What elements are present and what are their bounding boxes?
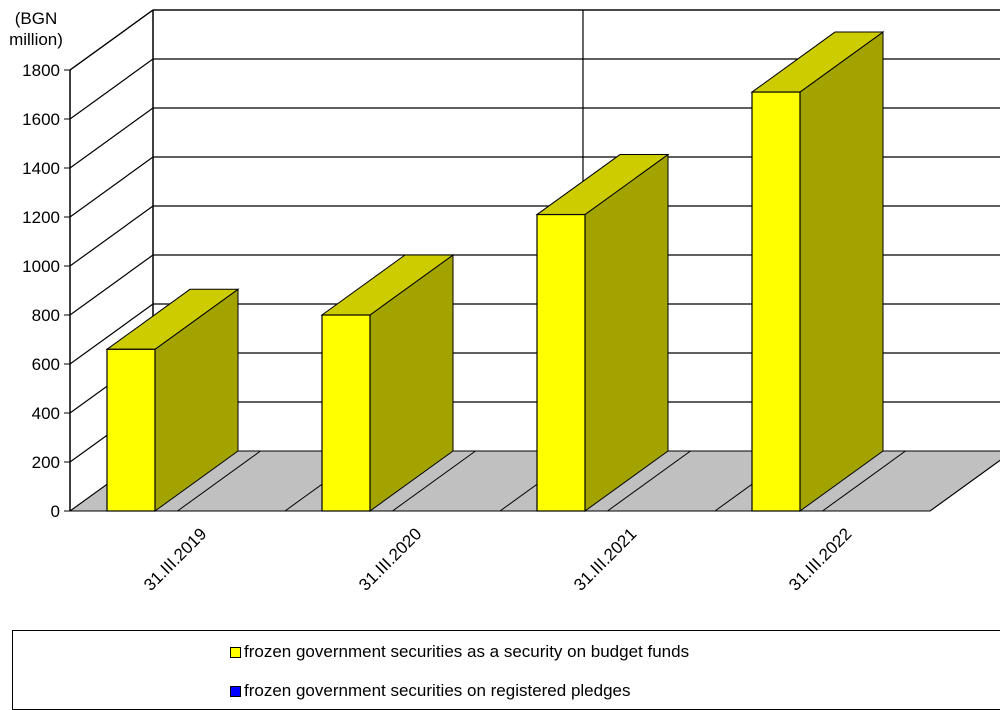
bar-front bbox=[751, 91, 801, 512]
bar-front bbox=[536, 213, 586, 512]
x-tick-label: 31.III.2022 bbox=[785, 524, 855, 594]
legend-swatch-yellow bbox=[230, 646, 241, 658]
bar-front bbox=[321, 314, 371, 512]
gridline-side bbox=[69, 303, 154, 365]
gridline-side bbox=[69, 9, 154, 71]
bar bbox=[535, 153, 670, 512]
legend-swatch-blue bbox=[230, 685, 241, 697]
y-axis: 0 200 400 600 800 1000 1200 1400 1600 1800 bbox=[22, 61, 71, 521]
floor-divider bbox=[822, 450, 906, 512]
x-tick-label: 31.III.2020 bbox=[355, 524, 425, 594]
y-tick-label: 1200 bbox=[22, 208, 60, 227]
bars bbox=[105, 31, 885, 512]
y-tick-label: 1400 bbox=[22, 159, 60, 178]
bar bbox=[320, 254, 455, 512]
bar-front bbox=[106, 348, 156, 512]
gridline-side bbox=[69, 205, 154, 267]
x-tick-label: 31.III.2019 bbox=[140, 524, 210, 594]
gridline-side bbox=[69, 107, 154, 169]
legend-label: frozen government securities as a securi… bbox=[244, 642, 690, 661]
y-tick-label: 400 bbox=[32, 404, 60, 423]
x-tick-label: 31.III.2021 bbox=[570, 524, 640, 594]
x-axis: 31.III.2019 31.III.2020 31.III.2021 31.III.… bbox=[140, 524, 855, 594]
floor-divider bbox=[607, 450, 691, 512]
y-tick-label: 1800 bbox=[22, 61, 60, 80]
y-tick-label: 1000 bbox=[22, 257, 60, 276]
legend: frozen government securities as a securi… bbox=[12, 630, 1000, 710]
floor-divider bbox=[929, 459, 1000, 512]
y-unit-label-line: (BGN bbox=[14, 9, 58, 28]
y-tick-label: 0 bbox=[51, 502, 60, 521]
y-tick-label: 1600 bbox=[22, 110, 60, 129]
gridline-side bbox=[69, 58, 154, 120]
y-tick-label: 600 bbox=[32, 355, 60, 374]
gridline-side bbox=[69, 254, 154, 316]
legend-item: frozen government securities on register… bbox=[230, 681, 631, 701]
floor-divider bbox=[392, 450, 476, 512]
floor-divider bbox=[177, 450, 261, 512]
gridline-side bbox=[69, 156, 154, 218]
y-tick-label: 800 bbox=[32, 306, 60, 325]
bar-side bbox=[799, 31, 884, 512]
y-unit-label-line: million) bbox=[9, 30, 63, 49]
y-unit-label: (BGN million) bbox=[6, 8, 66, 50]
bar bbox=[750, 31, 885, 512]
y-tick-label: 200 bbox=[32, 453, 60, 472]
legend-item: frozen government securities as a securi… bbox=[230, 642, 689, 662]
legend-label: frozen government securities on register… bbox=[244, 681, 631, 700]
bar-side bbox=[584, 153, 669, 512]
bar bbox=[105, 288, 240, 512]
